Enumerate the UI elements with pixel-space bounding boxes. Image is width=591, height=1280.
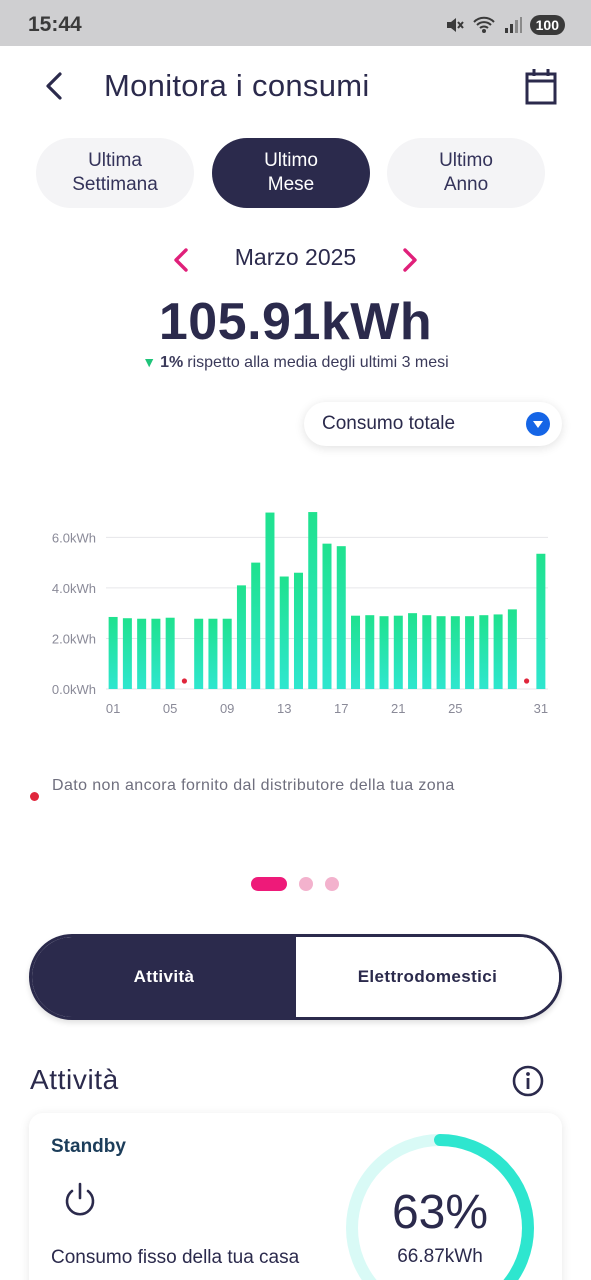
card-description: Consumo fisso della tua casa	[51, 1247, 300, 1268]
bar-day-19[interactable]	[365, 615, 375, 689]
standby-kwh: 66.87kWh	[397, 1246, 483, 1267]
select-value: Consumo totale	[322, 413, 456, 434]
previous-month-button[interactable]	[166, 244, 196, 276]
x-tick-label: 31	[534, 701, 548, 716]
bar-day-07[interactable]	[194, 618, 204, 689]
consumption-chart: 0.0kWh 2.0kWh 4.0kWh 6.0kWh 01 05 09 13 17 21 25 31	[0, 495, 591, 725]
bar-day-16[interactable]	[322, 543, 332, 689]
tab-last-month[interactable]: Ultimo Mese	[212, 138, 370, 208]
section-title: Attività	[30, 1064, 119, 1095]
pager-dot-3[interactable]	[325, 877, 339, 891]
missing-data-marker	[524, 678, 530, 684]
signal-icon	[504, 16, 522, 34]
status-time: 15:44	[28, 13, 82, 36]
bar-day-28[interactable]	[493, 614, 503, 689]
missing-data-note: Dato non ancora fornito dal distributore…	[28, 776, 548, 816]
calendar-button[interactable]	[524, 66, 558, 106]
tab-last-year[interactable]: Ultimo Anno	[387, 138, 545, 208]
chevron-left-icon	[46, 72, 62, 100]
bar-day-11[interactable]	[251, 562, 261, 689]
bar-day-09[interactable]	[222, 618, 232, 689]
x-tick-label: 25	[448, 701, 462, 716]
wifi-6e-icon	[472, 15, 496, 35]
calendar-icon	[525, 69, 557, 105]
bar-day-03[interactable]	[137, 618, 147, 689]
view-segmented-control: Attività Elettrodomestici	[29, 934, 562, 1020]
bar-chart: 0.0kWh 2.0kWh 4.0kWh 6.0kWh 01 05 09 13 17 21 25 31	[52, 512, 548, 716]
chevron-left-icon	[174, 248, 188, 272]
status-bar: 15:44 100	[0, 0, 591, 46]
bar-day-15[interactable]	[308, 512, 318, 689]
missing-data-dot	[30, 792, 39, 801]
chevron-right-icon	[403, 248, 417, 272]
missing-data-marker	[181, 678, 188, 684]
standby-donut-chart	[346, 1134, 534, 1280]
activity-card-standby[interactable]: Standby Consumo fisso della tua casa 63%…	[29, 1113, 562, 1280]
info-icon	[512, 1065, 544, 1097]
period-tabs: Ultima Settimana Ultimo Mese Ultimo Anno	[36, 138, 546, 208]
bar-day-12[interactable]	[265, 512, 275, 689]
power-icon	[65, 1182, 95, 1216]
month-navigator: Marzo 2025	[0, 240, 591, 280]
x-tick-label: 17	[334, 701, 348, 716]
segment-appliances[interactable]: Elettrodomestici	[296, 937, 559, 1017]
segment-activities[interactable]: Attività	[32, 937, 296, 1017]
x-tick-label: 09	[220, 701, 234, 716]
bar-day-02[interactable]	[122, 618, 132, 689]
change-description: rispetto alla media degli ultimi 3 mesi	[187, 354, 449, 371]
bar-day-08[interactable]	[208, 618, 218, 689]
y-tick-label: 0.0kWh	[52, 682, 96, 697]
bar-day-23[interactable]	[422, 615, 432, 689]
bar-day-25[interactable]	[450, 616, 460, 689]
chevron-down-icon	[526, 412, 550, 436]
bar-day-21[interactable]	[393, 615, 403, 689]
total-consumption: 105.91kWh	[158, 293, 433, 351]
page-title: Monitora i consumi	[104, 68, 370, 103]
y-tick-label: 6.0kWh	[52, 530, 96, 545]
standby-percent: 63%	[391, 1186, 489, 1239]
bar-day-01[interactable]	[108, 616, 118, 689]
bar-day-24[interactable]	[436, 616, 446, 689]
bar-day-05[interactable]	[165, 617, 175, 689]
bar-day-20[interactable]	[379, 616, 389, 689]
bar-day-17[interactable]	[336, 546, 346, 689]
mute-icon	[444, 15, 464, 35]
x-tick-label: 01	[106, 701, 120, 716]
arrow-down-icon: ▼	[142, 354, 157, 370]
bar-day-26[interactable]	[465, 616, 475, 689]
bar-day-29[interactable]	[507, 609, 517, 689]
app-header: Monitora i consumi	[0, 46, 591, 130]
status-icons: 100	[444, 13, 565, 37]
bar-day-04[interactable]	[151, 618, 161, 689]
change-percent: 1%	[160, 354, 184, 371]
x-tick-label: 13	[277, 701, 291, 716]
month-label: Marzo 2025	[234, 244, 357, 270]
next-month-button[interactable]	[395, 244, 425, 276]
bar-day-22[interactable]	[408, 613, 418, 689]
back-button[interactable]	[36, 68, 72, 104]
bar-day-10[interactable]	[236, 585, 246, 689]
missing-data-text: Dato non ancora fornito dal distributore…	[52, 777, 455, 794]
pager-dot-2[interactable]	[299, 877, 313, 891]
chart-pager	[0, 876, 591, 892]
y-tick-label: 2.0kWh	[52, 631, 96, 646]
comparison-text: ▼ 1% rispetto alla media degli ultimi 3 me…	[0, 354, 591, 372]
bar-day-13[interactable]	[279, 576, 289, 689]
info-button[interactable]	[511, 1064, 545, 1098]
bar-day-27[interactable]	[479, 615, 489, 689]
bar-day-31[interactable]	[536, 553, 546, 689]
bar-day-14[interactable]	[293, 572, 303, 689]
bar-day-18[interactable]	[351, 615, 361, 689]
y-tick-label: 4.0kWh	[52, 581, 96, 596]
x-tick-label: 05	[163, 701, 177, 716]
consumption-type-select[interactable]: Consumo totale	[304, 402, 562, 446]
tab-last-week[interactable]: Ultima Settimana	[36, 138, 194, 208]
battery-indicator: 100	[529, 15, 565, 35]
pager-dot-1[interactable]	[251, 877, 287, 891]
x-tick-label: 21	[391, 701, 405, 716]
card-title: Standby	[51, 1136, 126, 1157]
